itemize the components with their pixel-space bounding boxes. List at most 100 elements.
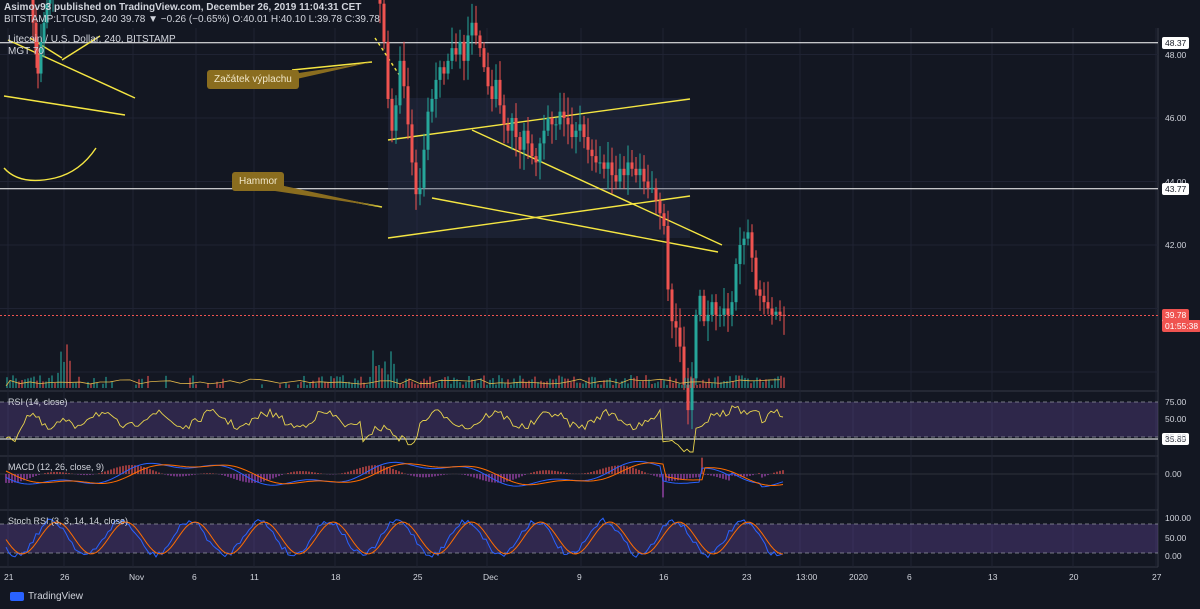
volume-bar-633 xyxy=(633,377,635,388)
macd-hist-567 xyxy=(566,472,568,474)
volume-bar-87 xyxy=(87,381,89,388)
volume-bar-564 xyxy=(564,378,566,388)
volume-bar-732 xyxy=(732,380,734,388)
volume-bar-747 xyxy=(747,378,749,388)
callout-hammor[interactable]: Hammor xyxy=(232,172,285,191)
macd-hist-639 xyxy=(638,469,640,474)
macd-hist-156 xyxy=(155,471,157,474)
macd-hist-753 xyxy=(752,474,754,476)
volume-bar-486 xyxy=(486,384,488,388)
macd-hist-723 xyxy=(722,474,724,479)
candle-body-75 xyxy=(566,118,570,125)
volume-bar-654 xyxy=(654,383,656,388)
trendline-0 xyxy=(7,39,136,99)
stoch-rsi-title: Stoch RSI (3, 3, 14, 14, close) xyxy=(8,516,129,526)
volume-bar-342 xyxy=(342,375,344,388)
volume-bar-426 xyxy=(426,380,428,388)
callout-zacatek-vyplachu[interactable]: Začátek výplachu xyxy=(207,70,299,89)
candle-body-96 xyxy=(650,187,654,189)
volume-bar-30 xyxy=(30,377,32,388)
candle-body-123 xyxy=(758,289,762,296)
time-tick-3: 6 xyxy=(192,572,197,582)
arc-line xyxy=(3,147,97,182)
brand-label: TradingView xyxy=(28,591,84,602)
macd-hist-18 xyxy=(17,474,19,482)
macd-hist-675 xyxy=(674,474,676,481)
candle-body-127 xyxy=(774,311,778,315)
volume-bar-561 xyxy=(561,376,563,388)
volume-bar-402 xyxy=(402,383,404,388)
volume-bar-69 xyxy=(69,360,71,388)
candle-body-128 xyxy=(778,311,782,315)
macd-hist-348 xyxy=(347,471,349,474)
candle-body-100 xyxy=(666,225,670,290)
macd-hist-654 xyxy=(653,474,655,476)
candle-body-53 xyxy=(478,35,482,49)
volume-bar-672 xyxy=(672,382,674,388)
volume-bar-615 xyxy=(615,378,617,388)
rsi-tick-1: 50.00 xyxy=(1165,414,1187,424)
chart-series-sub: MGT 70 xyxy=(8,46,44,57)
volume-bar-315 xyxy=(315,383,317,388)
candle-body-38 xyxy=(418,187,422,195)
volume-bar-432 xyxy=(432,381,434,388)
candle-body-28 xyxy=(378,0,382,4)
candle-body-81 xyxy=(590,149,594,157)
volume-bar-63 xyxy=(63,361,65,388)
macd-hist-510 xyxy=(509,474,511,481)
macd-hist-480 xyxy=(479,474,481,480)
macd-hist-354 xyxy=(353,469,355,474)
candle-body-103 xyxy=(678,327,682,347)
macd-hist-27 xyxy=(26,474,28,480)
volume-bar-774 xyxy=(774,378,776,388)
macd-hist-168 xyxy=(167,474,169,476)
candle-body-49 xyxy=(462,41,466,61)
macd-hist-690 xyxy=(689,474,691,479)
macd-hist-636 xyxy=(635,468,637,474)
candle-body-37 xyxy=(414,162,418,195)
time-tick-15: 20 xyxy=(1069,572,1079,582)
macd-hist-438 xyxy=(437,474,439,476)
macd-hist-426 xyxy=(425,474,427,478)
volume-bar-327 xyxy=(327,382,329,388)
macd-hist-732 xyxy=(731,474,733,476)
volume-bar-459 xyxy=(459,382,461,388)
macd-hist-531 xyxy=(530,472,532,474)
macd-hist-774 xyxy=(773,472,775,474)
macd-hist-708 xyxy=(707,474,709,476)
candle-body-79 xyxy=(582,124,586,138)
candle-body-60 xyxy=(506,124,510,131)
candle-body-113 xyxy=(718,314,722,316)
volume-bar-513 xyxy=(513,378,515,388)
volume-bar-582 xyxy=(582,383,584,388)
candle-body-122 xyxy=(754,257,758,290)
candle-body-82 xyxy=(594,156,598,163)
macd-hist-144 xyxy=(143,467,145,474)
time-tick-16: 27 xyxy=(1152,572,1162,582)
macd-hist-93 xyxy=(92,474,94,475)
time-tick-12: 2020 xyxy=(849,572,868,582)
volume-bar-18 xyxy=(18,381,20,388)
price-tick-4: 42.00 xyxy=(1165,240,1187,250)
candle-body-48 xyxy=(458,41,462,55)
price-tick-7: 48.00 xyxy=(1165,49,1187,60)
candle-body-58 xyxy=(498,79,502,106)
volume-bar-21 xyxy=(21,380,23,388)
macd-hist-48 xyxy=(47,472,49,474)
volume-bar-72 xyxy=(72,383,74,388)
volume-bar-717 xyxy=(717,376,719,388)
macd-hist-651 xyxy=(650,474,652,475)
macd-hist-603 xyxy=(602,468,604,474)
macd-hist-555 xyxy=(554,470,556,474)
volume-bar-531 xyxy=(531,379,533,388)
candle-body-101 xyxy=(670,289,674,322)
stoch-k-line xyxy=(5,517,784,559)
macd-hist-258 xyxy=(257,474,259,483)
macd-hist-738 xyxy=(737,474,739,477)
volume-bar-756 xyxy=(756,377,758,388)
volume-bar-51 xyxy=(51,375,53,388)
trendline-7 xyxy=(431,197,719,253)
candle-body-6 xyxy=(36,54,40,74)
macd-hist-342 xyxy=(341,473,343,474)
